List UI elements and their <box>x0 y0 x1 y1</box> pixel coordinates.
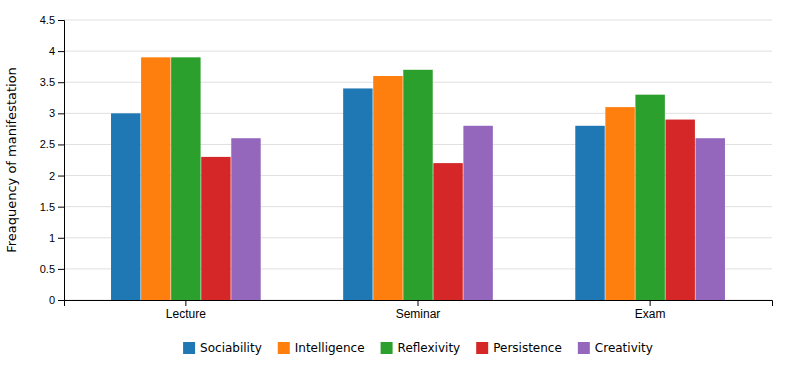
y-tick-label: 4.5 <box>40 14 55 26</box>
y-tick-mark <box>58 144 64 145</box>
legend-swatch <box>278 342 290 354</box>
bar <box>433 163 462 300</box>
y-axis: 0 0.5 1 1.5 2 2.5 3 3.5 4 4.5 <box>40 14 65 306</box>
y-tick-label: 1.5 <box>40 201 55 213</box>
y-tick: 1 <box>49 232 64 244</box>
legend-item: Intelligence <box>278 341 365 355</box>
y-tick-mark <box>58 113 64 114</box>
x-tick-mark <box>185 300 186 306</box>
x-tick: Seminar <box>396 300 441 321</box>
plot: Lecture Seminar Exam 0 0.5 1 1.5 2 2.5 3 3.5 4 4.5 <box>40 14 773 321</box>
y-tick-mark <box>58 269 64 270</box>
y-tick-label: 3 <box>49 107 55 119</box>
grid-line <box>64 20 772 21</box>
y-tick: 0.5 <box>40 263 64 275</box>
legend: Sociability Intelligence Reflexivity Persis… <box>183 341 653 355</box>
legend-swatch <box>476 342 488 354</box>
bar <box>171 57 200 300</box>
legend-label: Creativity <box>595 341 653 355</box>
legend-item: Creativity <box>578 341 653 355</box>
x-tick-mark <box>650 300 651 306</box>
y-tick-label: 2 <box>49 170 55 182</box>
bar <box>111 113 140 300</box>
grid <box>64 20 772 300</box>
bar <box>231 138 260 300</box>
legend-swatch <box>183 342 195 354</box>
y-tick-label: 1 <box>49 232 55 244</box>
y-tick: 2.5 <box>40 138 64 150</box>
bars <box>111 57 725 300</box>
y-tick-mark <box>58 82 64 83</box>
x-axis: Lecture Seminar Exam <box>65 300 773 321</box>
y-tick: 3.5 <box>40 76 64 88</box>
bar-series <box>141 57 635 300</box>
legend-label: Reflexivity <box>398 341 461 355</box>
grid-line <box>64 51 772 52</box>
bar <box>605 107 634 300</box>
bar <box>575 126 604 300</box>
x-tick: Exam <box>635 300 666 321</box>
bar <box>343 88 372 300</box>
y-tick: 3 <box>49 107 64 119</box>
chart: Lecture Seminar Exam 0 0.5 1 1.5 2 2.5 3 3.5 4 4.5 Fr… <box>0 0 792 370</box>
y-tick-mark <box>58 238 64 239</box>
bar <box>201 157 230 300</box>
bar <box>141 57 170 300</box>
y-tick-label: 4 <box>49 45 55 57</box>
y-tick: 4 <box>49 45 64 57</box>
bar <box>635 95 664 300</box>
axis-domain <box>65 301 773 307</box>
bar-series <box>171 57 665 300</box>
bar <box>403 70 432 300</box>
bar <box>696 138 725 300</box>
bar-series <box>231 126 725 300</box>
axis-domain <box>58 21 65 301</box>
y-tick-mark <box>58 51 64 52</box>
y-tick: 0 <box>49 294 64 306</box>
y-tick-label: 0 <box>49 294 55 306</box>
x-tick-label: Seminar <box>396 307 441 321</box>
legend-label: Sociability <box>200 341 262 355</box>
bar <box>463 126 492 300</box>
y-tick-label: 0.5 <box>40 263 55 275</box>
y-tick: 4.5 <box>40 14 64 26</box>
y-tick: 2 <box>49 170 64 182</box>
x-tick: Lecture <box>166 300 206 321</box>
bar <box>665 120 694 300</box>
y-axis-title: Freaquency of manifestation <box>4 67 19 253</box>
legend-label: Intelligence <box>295 341 365 355</box>
legend-item: Reflexivity <box>381 341 461 355</box>
y-tick-mark <box>58 176 64 177</box>
y-tick: 1.5 <box>40 201 64 213</box>
legend-item: Sociability <box>183 341 262 355</box>
y-tick-mark <box>58 207 64 208</box>
y-tick-mark <box>58 20 64 21</box>
legend-label: Persistence <box>493 341 562 355</box>
x-tick-label: Lecture <box>166 307 206 321</box>
legend-swatch <box>578 342 590 354</box>
x-tick-mark <box>418 300 419 306</box>
x-tick-label: Exam <box>635 307 666 321</box>
legend-item: Persistence <box>476 341 562 355</box>
y-tick-label: 2.5 <box>40 138 55 150</box>
bar <box>373 76 402 300</box>
legend-swatch <box>381 342 393 354</box>
y-tick-label: 3.5 <box>40 76 55 88</box>
y-tick-mark <box>58 300 64 301</box>
bar-series <box>201 120 695 300</box>
